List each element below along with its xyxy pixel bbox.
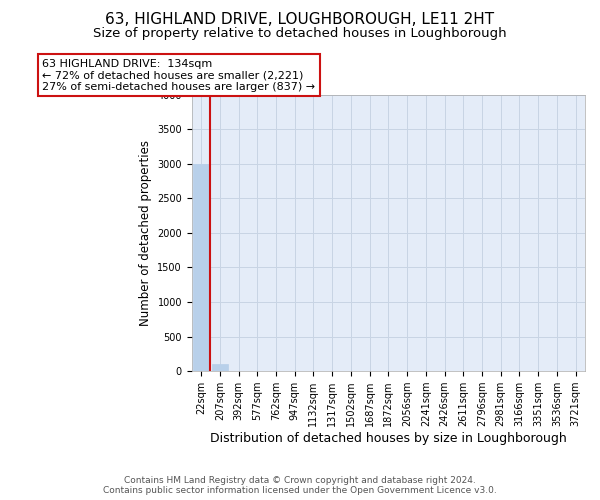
Text: 63, HIGHLAND DRIVE, LOUGHBOROUGH, LE11 2HT: 63, HIGHLAND DRIVE, LOUGHBOROUGH, LE11 2… [106, 12, 494, 28]
Text: Size of property relative to detached houses in Loughborough: Size of property relative to detached ho… [93, 28, 507, 40]
Text: Contains HM Land Registry data © Crown copyright and database right 2024.
Contai: Contains HM Land Registry data © Crown c… [103, 476, 497, 495]
Text: 63 HIGHLAND DRIVE:  134sqm
← 72% of detached houses are smaller (2,221)
27% of s: 63 HIGHLAND DRIVE: 134sqm ← 72% of detac… [42, 58, 316, 92]
Bar [193, 164, 209, 371]
Y-axis label: Number of detached properties: Number of detached properties [139, 140, 152, 326]
Bar [212, 364, 228, 371]
X-axis label: Distribution of detached houses by size in Loughborough: Distribution of detached houses by size … [210, 432, 567, 445]
